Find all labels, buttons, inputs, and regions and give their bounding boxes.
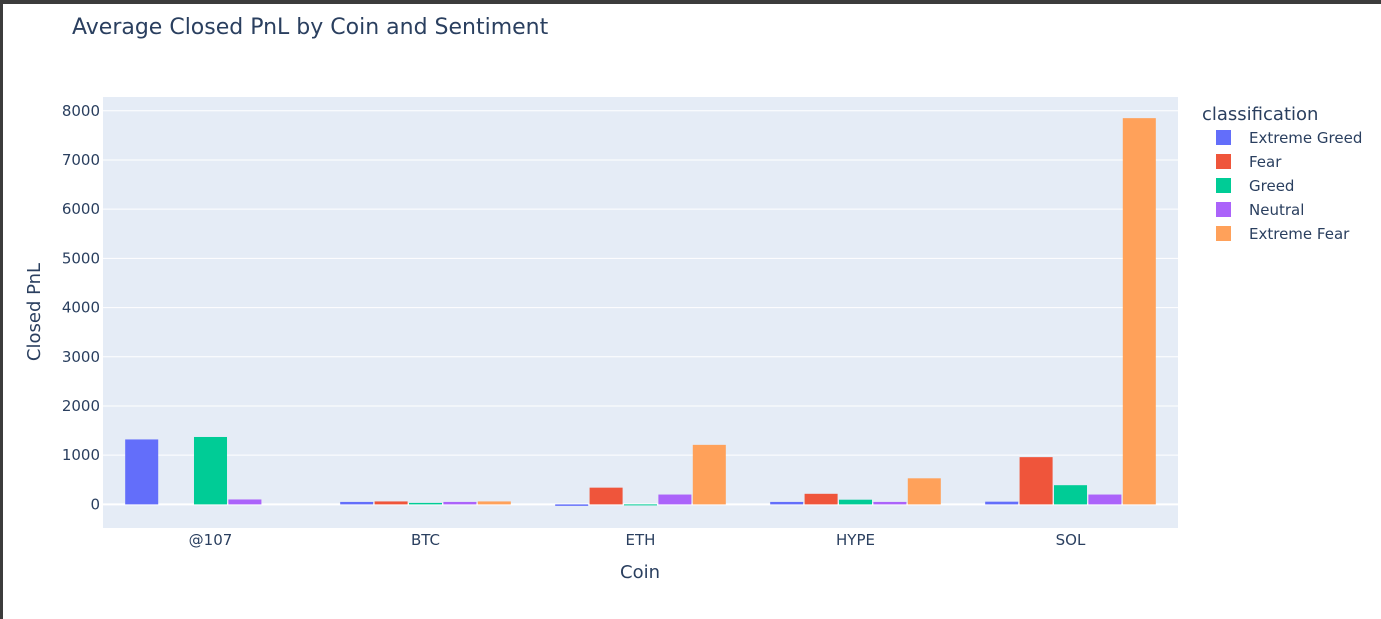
legend-item[interactable]: Greed (1216, 177, 1294, 195)
x-axis-title: Coin (620, 562, 660, 583)
bar[interactable] (804, 493, 838, 505)
bar[interactable] (443, 501, 477, 505)
legend-label: Extreme Fear (1249, 225, 1350, 243)
bar[interactable] (658, 494, 692, 505)
y-tick-label: 5000 (62, 249, 100, 267)
legend-item[interactable]: Extreme Greed (1216, 129, 1362, 147)
legend-title: classification (1202, 104, 1318, 125)
y-tick-label: 2000 (62, 397, 100, 415)
x-tick-label: HYPE (836, 531, 875, 549)
x-tick-label: BTC (411, 531, 440, 549)
legend-item[interactable]: Fear (1216, 153, 1282, 171)
legend[interactable]: classification Extreme Greed Fear Greed Neu… (1202, 104, 1362, 243)
legend-swatch (1216, 202, 1231, 217)
bar[interactable] (1122, 118, 1156, 505)
window-top-border (0, 0, 1381, 4)
bar[interactable] (555, 504, 589, 506)
chart-title: Average Closed PnL by Coin and Sentiment (72, 15, 549, 40)
legend-swatch (1216, 226, 1231, 241)
legend-swatch (1216, 154, 1231, 169)
bars (125, 118, 1156, 506)
x-tick-label: @107 (189, 531, 233, 549)
bar[interactable] (408, 502, 443, 505)
y-axis-title: Closed PnL (24, 263, 45, 361)
bar[interactable] (623, 504, 658, 506)
bar[interactable] (692, 444, 726, 505)
y-tick-label: 7000 (62, 151, 100, 169)
bar[interactable] (770, 501, 804, 505)
legend-item[interactable]: Neutral (1216, 201, 1304, 219)
bar[interactable] (985, 501, 1019, 505)
legend-label: Neutral (1249, 201, 1304, 219)
y-tick-label: 1000 (62, 446, 100, 464)
bar[interactable] (1053, 485, 1088, 505)
bar[interactable] (873, 501, 907, 505)
bar[interactable] (374, 501, 408, 505)
bar[interactable] (589, 487, 623, 505)
bar[interactable] (340, 501, 374, 505)
legend-swatch (1216, 130, 1231, 145)
y-tick-label: 8000 (62, 102, 100, 120)
y-axis-ticks: 0 1000 2000 3000 4000 5000 6000 7000 8000 (62, 102, 100, 514)
x-tick-label: ETH (626, 531, 656, 549)
y-tick-label: 4000 (62, 299, 100, 317)
bar[interactable] (838, 499, 873, 505)
bar[interactable] (228, 499, 262, 505)
legend-label: Greed (1249, 177, 1294, 195)
bar[interactable] (193, 436, 228, 505)
bar[interactable] (477, 501, 511, 505)
plot-area (103, 97, 1178, 528)
bar[interactable] (1088, 494, 1122, 505)
y-tick-label: 0 (90, 495, 100, 513)
legend-item[interactable]: Extreme Fear (1216, 225, 1350, 243)
legend-swatch (1216, 178, 1231, 193)
legend-label: Extreme Greed (1249, 129, 1362, 147)
x-tick-label: SOL (1056, 531, 1086, 549)
y-tick-label: 6000 (62, 200, 100, 218)
y-tick-label: 3000 (62, 348, 100, 366)
window-left-border (0, 0, 3, 619)
bar[interactable] (125, 439, 159, 505)
bar[interactable] (1019, 457, 1053, 505)
x-axis-ticks: @107 BTC ETH HYPE SOL (189, 531, 1086, 549)
bar[interactable] (907, 478, 941, 505)
legend-label: Fear (1249, 153, 1282, 171)
